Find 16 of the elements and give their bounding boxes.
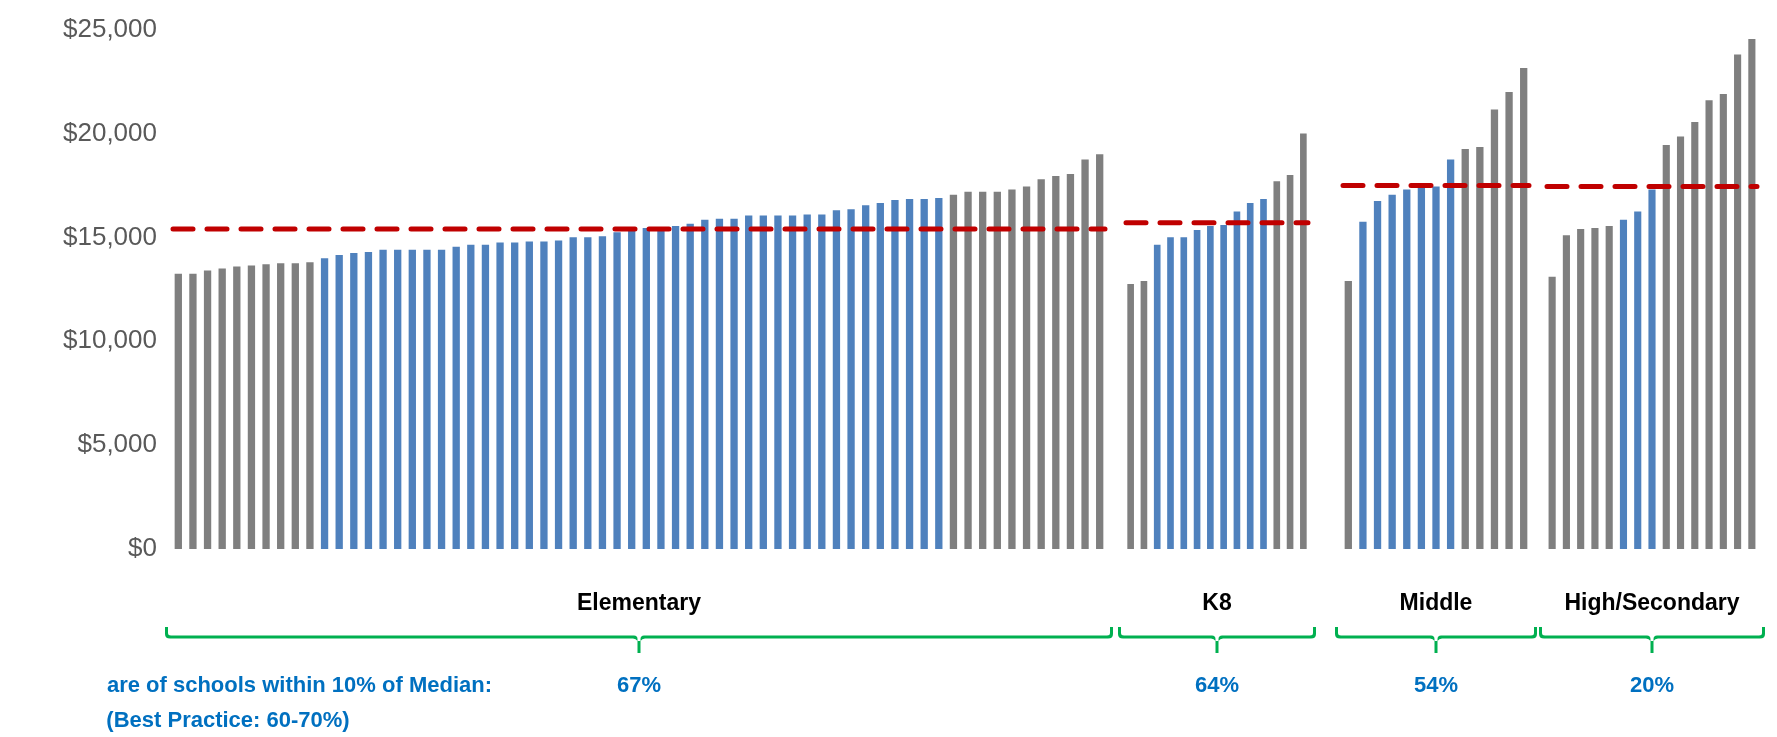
text: 64% <box>1194 672 1240 698</box>
text: (Best Practice: 60-70%) <box>106 707 350 733</box>
text: 67% <box>616 672 662 698</box>
y-tick-label: $20,000 <box>63 116 157 147</box>
x-axis-title: Elementary <box>576 589 702 616</box>
text: are of schools within 10% of Median: <box>106 672 492 698</box>
y-tick-label: $5,000 <box>77 428 157 459</box>
y-tick-label: $0 <box>128 532 157 563</box>
text: 54% <box>1413 672 1459 698</box>
x-axis-title: Middle <box>1399 589 1473 616</box>
y-tick-label: $25,000 <box>63 12 157 43</box>
y-tick-label: $10,000 <box>63 324 157 355</box>
x-axis-title: High/Secondary <box>1564 589 1740 616</box>
y-tick-label: $15,000 <box>63 220 157 251</box>
x-axis-title: K8 <box>1202 589 1232 616</box>
text: 20% <box>1629 672 1675 698</box>
